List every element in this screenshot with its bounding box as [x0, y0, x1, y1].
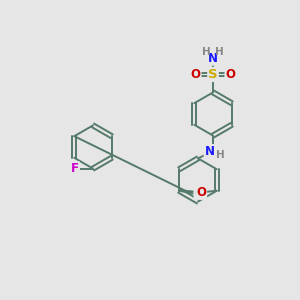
Text: Cl: Cl	[194, 189, 206, 199]
Text: O: O	[196, 186, 206, 199]
Text: O: O	[190, 68, 201, 81]
Text: N: N	[208, 52, 218, 65]
Text: O: O	[225, 68, 236, 81]
Text: F: F	[71, 162, 79, 175]
Text: S: S	[208, 68, 218, 81]
Text: H: H	[215, 46, 224, 57]
Text: H: H	[202, 46, 211, 57]
Text: N: N	[204, 145, 214, 158]
Text: H: H	[216, 150, 225, 160]
